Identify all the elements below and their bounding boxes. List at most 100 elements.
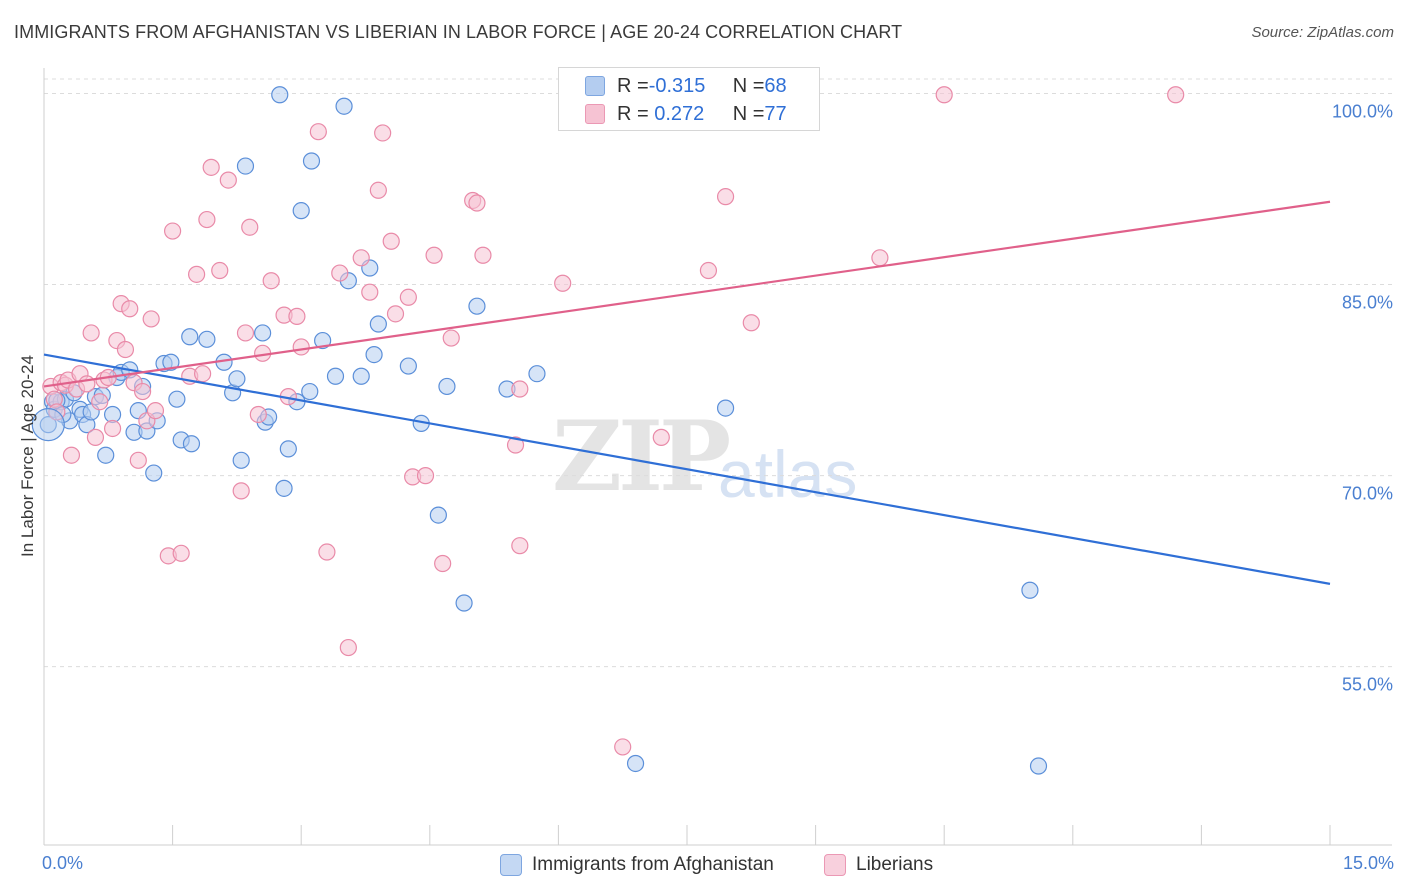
point-liberian <box>434 554 452 573</box>
point-liberian <box>164 222 182 240</box>
point-afghanistan <box>1021 581 1039 599</box>
point-liberian <box>241 218 259 236</box>
x-tick-label: 0.0% <box>42 853 83 873</box>
chart-source: Source: ZipAtlas.com <box>1251 24 1394 41</box>
point-afghanistan <box>716 399 735 417</box>
legend-r-label: R = <box>617 74 649 97</box>
point-afghanistan <box>468 297 486 315</box>
watermark-zip: ZIP <box>552 400 731 513</box>
point-liberian <box>699 261 718 280</box>
y-tick-label: 70.0% <box>1342 484 1393 504</box>
point-liberian <box>133 382 152 401</box>
point-afghanistan <box>369 315 387 333</box>
point-afghanistan <box>352 367 370 385</box>
point-liberian <box>142 310 160 328</box>
point-liberian <box>121 300 139 318</box>
point-liberian <box>318 543 336 561</box>
axis-labels: 55.0% 70.0% 85.0% 100.0% 0.0% 15.0% In Labor F… <box>18 101 1394 873</box>
point-liberian <box>511 537 529 555</box>
point-liberian <box>198 210 216 229</box>
legend-n-label: N = <box>732 74 765 97</box>
point-afghanistan <box>292 202 310 220</box>
data-points <box>31 86 1185 775</box>
point-liberian <box>146 402 165 420</box>
point-afghanistan <box>279 440 297 458</box>
bottom-legend-liberians: Liberians <box>824 852 933 878</box>
point-afghanistan <box>162 353 180 371</box>
point-liberian <box>129 451 147 469</box>
correlation-legend: R = -0.315 N = 68 R = 0.272 N = 77 <box>558 67 820 131</box>
point-liberian <box>416 467 435 485</box>
point-liberian <box>236 324 255 342</box>
point-liberian <box>86 428 105 446</box>
point-afghanistan <box>236 157 255 175</box>
point-liberian <box>202 158 220 176</box>
point-afghanistan <box>1029 757 1048 775</box>
point-afghanistan <box>271 86 289 104</box>
point-afghanistan <box>528 365 546 383</box>
legend-swatch-liberians <box>585 104 605 124</box>
point-liberian <box>935 86 953 104</box>
point-liberian <box>288 307 306 325</box>
point-liberian <box>652 428 670 446</box>
legend-n-value: 68 <box>764 74 787 97</box>
point-liberian <box>172 544 190 562</box>
point-afghanistan <box>365 345 383 364</box>
point-liberian <box>103 419 122 438</box>
point-liberian <box>506 436 525 454</box>
point-liberian <box>369 181 387 199</box>
point-liberian <box>211 261 229 280</box>
point-afghanistan <box>399 357 417 375</box>
y-axis-label: In Labor Force | Age 20-24 <box>18 355 37 557</box>
bottom-legend-swatch-afghanistan <box>500 854 522 876</box>
point-afghanistan <box>326 367 345 385</box>
point-liberian <box>194 365 212 383</box>
point-liberian <box>292 338 310 356</box>
point-afghanistan <box>145 464 163 482</box>
x-tick-label: 15.0% <box>1343 853 1394 873</box>
point-afghanistan <box>301 382 319 401</box>
legend-row-liberians: R = 0.272 N = 77 <box>585 101 787 127</box>
point-afghanistan <box>254 324 272 342</box>
y-tick-label: 85.0% <box>1342 293 1393 313</box>
point-liberian <box>468 194 486 212</box>
point-liberian <box>1167 86 1185 104</box>
point-liberian <box>82 324 100 342</box>
point-liberian <box>116 340 135 359</box>
point-liberian <box>352 249 370 267</box>
point-liberian <box>361 283 379 301</box>
point-liberian <box>188 265 206 283</box>
legend-r-value: -0.315 <box>648 74 706 97</box>
trend-line-afghanistan <box>43 353 1331 585</box>
point-afghanistan <box>455 594 473 612</box>
point-liberian <box>742 314 760 332</box>
trend-line-liberian <box>43 200 1331 388</box>
point-afghanistan <box>198 330 216 348</box>
point-afghanistan <box>168 390 186 408</box>
point-liberian <box>232 482 250 500</box>
point-liberian <box>614 738 632 756</box>
point-liberian <box>62 446 81 464</box>
chart-title: IMMIGRANTS FROM AFGHANISTAN VS LIBERIAN … <box>14 22 903 42</box>
point-liberian <box>382 232 400 250</box>
point-liberian <box>219 171 237 189</box>
point-liberian <box>374 124 392 142</box>
point-liberian <box>511 380 529 398</box>
point-liberian <box>554 274 572 292</box>
bottom-legend-swatch-liberians <box>824 854 846 876</box>
legend-row-afghanistan: R = -0.315 N = 68 <box>585 73 787 99</box>
y-tick-label: 55.0% <box>1342 675 1393 695</box>
point-liberian <box>442 329 460 347</box>
watermark-atlas: atlas <box>718 437 858 511</box>
legend-r-label: R = <box>617 102 649 125</box>
point-afghanistan <box>302 152 321 170</box>
point-afghanistan <box>626 754 645 773</box>
axes <box>43 68 1392 846</box>
point-afghanistan-cluster <box>31 408 65 442</box>
point-afghanistan <box>275 479 293 497</box>
point-liberian <box>425 246 443 264</box>
point-liberian <box>339 638 357 657</box>
point-liberian <box>871 249 889 267</box>
legend-n-value: 77 <box>764 102 787 125</box>
